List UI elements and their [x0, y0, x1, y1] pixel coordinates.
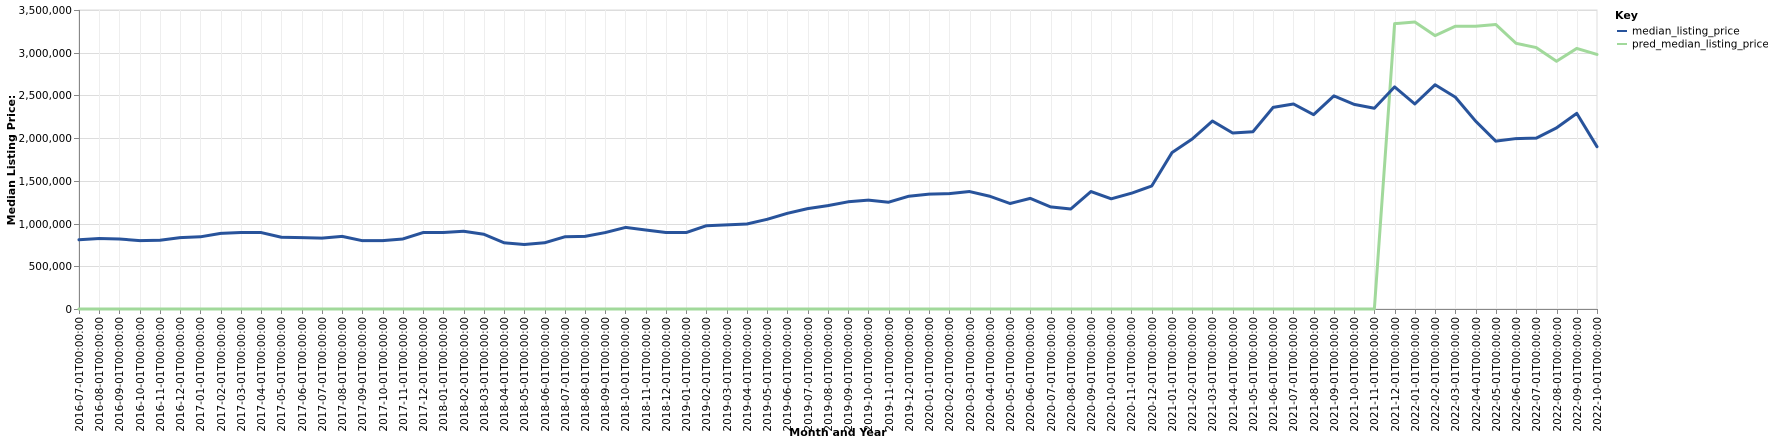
- x-tick-label: 2018-04-01T00:00:00: [499, 317, 511, 432]
- x-tick-label: 2022-07-01T00:00:00: [1531, 317, 1543, 432]
- x-tick-label: 2017-05-01T00:00:00: [276, 317, 288, 432]
- x-tick-label: 2022-05-01T00:00:00: [1491, 317, 1503, 432]
- x-tick-label: 2017-02-01T00:00:00: [216, 317, 228, 432]
- x-tick-label: 2022-10-01T00:00:00: [1592, 317, 1604, 432]
- x-tick-label: 2018-02-01T00:00:00: [459, 317, 471, 432]
- x-tick-label: 2022-08-01T00:00:00: [1552, 317, 1564, 432]
- x-tick-label: 2017-03-01T00:00:00: [236, 317, 248, 432]
- axis-layer: 0 500,000 1,000,000 1,500,000 2,000,000 2,500…: [19, 5, 1604, 432]
- y-tick-label: 1,500,000: [19, 176, 72, 188]
- x-tick-label: 2021-06-01T00:00:00: [1268, 317, 1280, 432]
- x-tick-label: 2017-10-01T00:00:00: [378, 317, 390, 432]
- x-tick-label: 2019-07-01T00:00:00: [803, 317, 815, 432]
- x-tick-label: 2017-11-01T00:00:00: [398, 317, 410, 432]
- x-tick-label: 2019-03-01T00:00:00: [722, 317, 734, 432]
- x-tick-label: 2018-08-01T00:00:00: [580, 317, 592, 432]
- x-tick-label: 2020-11-01T00:00:00: [1126, 317, 1138, 432]
- x-tick-label: 2022-03-01T00:00:00: [1450, 317, 1462, 432]
- x-tick-label: 2018-11-01T00:00:00: [641, 317, 653, 432]
- x-tick-label: 2019-06-01T00:00:00: [782, 317, 794, 432]
- series-layer: [77, 20, 1599, 311]
- x-tick-label: 2022-01-01T00:00:00: [1410, 317, 1422, 432]
- x-tick-label: 2020-02-01T00:00:00: [944, 317, 956, 432]
- x-tick-label: 2021-07-01T00:00:00: [1288, 317, 1300, 432]
- x-tick-label: 2020-08-01T00:00:00: [1066, 317, 1078, 432]
- legend-label: median_listing_price: [1632, 26, 1740, 38]
- x-tick-label: 2018-03-01T00:00:00: [479, 317, 491, 432]
- x-tick-label: 2020-03-01T00:00:00: [965, 317, 977, 432]
- x-tick-label: 2019-04-01T00:00:00: [742, 317, 754, 432]
- x-tick-label: 2020-06-01T00:00:00: [1025, 317, 1037, 432]
- x-tick-label: 2021-04-01T00:00:00: [1228, 317, 1240, 432]
- x-tick-label: 2019-05-01T00:00:00: [762, 317, 774, 432]
- x-tick-label: 2022-06-01T00:00:00: [1511, 317, 1523, 432]
- x-tick-label: 2017-12-01T00:00:00: [418, 317, 430, 432]
- x-tick-label: 2016-12-01T00:00:00: [175, 317, 187, 432]
- x-axis-title: Month and Year: [789, 426, 887, 439]
- x-tick-label: 2018-06-01T00:00:00: [540, 317, 552, 432]
- series-line-median-listing-price: [77, 83, 1599, 246]
- x-tick-label: 2019-08-01T00:00:00: [823, 317, 835, 432]
- y-axis-title: Median Listing Price:: [5, 95, 18, 226]
- plot-frame: [78, 9, 1598, 310]
- x-tick-label: 2016-08-01T00:00:00: [94, 317, 106, 432]
- x-tick-label: 2016-11-01T00:00:00: [155, 317, 167, 432]
- x-tick-label: 2022-09-01T00:00:00: [1572, 317, 1584, 432]
- y-tick-label: 3,500,000: [19, 5, 72, 17]
- x-tick-label: 2019-10-01T00:00:00: [863, 317, 875, 432]
- x-tick-label: 2016-07-01T00:00:00: [74, 317, 86, 432]
- x-tick-label: 2018-01-01T00:00:00: [438, 317, 450, 432]
- x-tick-label: 2018-05-01T00:00:00: [519, 317, 531, 432]
- x-tick-label: 2021-09-01T00:00:00: [1329, 317, 1341, 432]
- legend: Key median_listing_pricepred_median_list…: [1615, 9, 1768, 51]
- x-tick-label: 2017-09-01T00:00:00: [357, 317, 369, 432]
- x-tick-label: 2019-12-01T00:00:00: [904, 317, 916, 432]
- series-line-pred-median-listing-price: [77, 20, 1599, 311]
- x-tick-label: 2021-11-01T00:00:00: [1369, 317, 1381, 432]
- x-tick-label: 2018-07-01T00:00:00: [560, 317, 572, 432]
- x-tick-label: 2022-02-01T00:00:00: [1430, 317, 1442, 432]
- legend-items: median_listing_pricepred_median_listing_…: [1617, 26, 1768, 51]
- x-tick-label: 2020-10-01T00:00:00: [1106, 317, 1118, 432]
- x-tick-label: 2020-12-01T00:00:00: [1147, 317, 1159, 432]
- x-tick-label: 2018-09-01T00:00:00: [600, 317, 612, 432]
- x-tick-label: 2017-06-01T00:00:00: [297, 317, 309, 432]
- x-tick-label: 2019-02-01T00:00:00: [701, 317, 713, 432]
- x-tick-label: 2021-08-01T00:00:00: [1309, 317, 1321, 432]
- x-tick-label: 2016-09-01T00:00:00: [114, 317, 126, 432]
- x-tick-label: 2020-05-01T00:00:00: [1005, 317, 1017, 432]
- x-tick-label: 2020-01-01T00:00:00: [924, 317, 936, 432]
- x-tick-label: 2019-01-01T00:00:00: [681, 317, 693, 432]
- x-tick-label: 2021-01-01T00:00:00: [1167, 317, 1179, 432]
- x-tick-label: 2017-01-01T00:00:00: [195, 317, 207, 432]
- x-tick-label: 2020-09-01T00:00:00: [1086, 317, 1098, 432]
- legend-title: Key: [1615, 9, 1638, 22]
- x-tick-label: 2021-05-01T00:00:00: [1248, 317, 1260, 432]
- legend-label: pred_median_listing_price: [1632, 39, 1768, 51]
- x-tick-label: 2021-03-01T00:00:00: [1207, 317, 1219, 432]
- x-tick-label: 2017-07-01T00:00:00: [317, 317, 329, 432]
- y-tick-label: 0: [65, 304, 72, 316]
- x-tick-label: 2018-10-01T00:00:00: [620, 317, 632, 432]
- x-tick-label: 2021-02-01T00:00:00: [1187, 317, 1199, 432]
- y-tick-label: 500,000: [29, 261, 72, 273]
- y-tick-label: 2,000,000: [19, 133, 72, 145]
- x-tick-label: 2016-10-01T00:00:00: [135, 317, 147, 432]
- x-tick-label: 2018-12-01T00:00:00: [661, 317, 673, 432]
- x-tick-label: 2020-07-01T00:00:00: [1046, 317, 1058, 432]
- x-tick-label: 2019-11-01T00:00:00: [884, 317, 896, 432]
- y-tick-label: 2,500,000: [19, 90, 72, 102]
- x-tick-label: 2019-09-01T00:00:00: [843, 317, 855, 432]
- y-tick-label: 3,000,000: [19, 48, 72, 60]
- y-tick-label: 1,000,000: [19, 219, 72, 231]
- grid-layer: [78, 9, 1598, 310]
- x-tick-label: 2021-10-01T00:00:00: [1349, 317, 1361, 432]
- x-tick-label: 2017-08-01T00:00:00: [337, 317, 349, 432]
- x-tick-label: 2022-04-01T00:00:00: [1471, 317, 1483, 432]
- x-tick-label: 2017-04-01T00:00:00: [256, 317, 268, 432]
- x-tick-label: 2021-12-01T00:00:00: [1390, 317, 1402, 432]
- x-tick-label: 2020-04-01T00:00:00: [985, 317, 997, 432]
